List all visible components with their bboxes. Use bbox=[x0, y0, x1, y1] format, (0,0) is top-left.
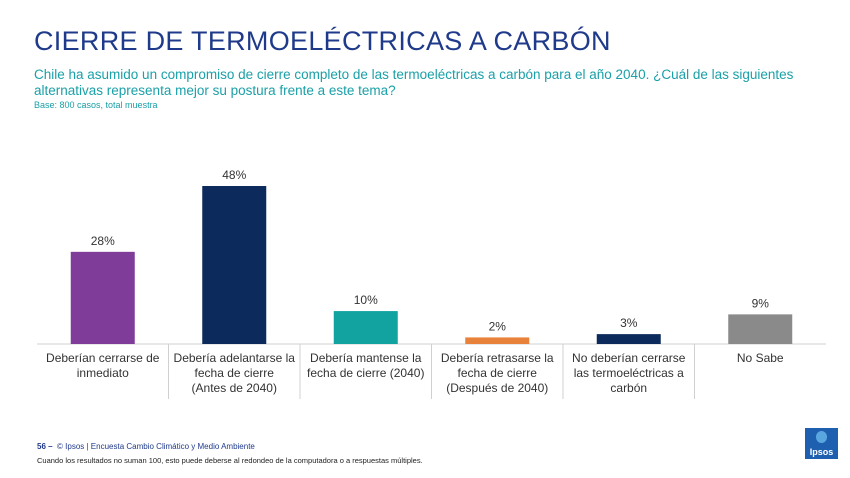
bar-3 bbox=[333, 311, 398, 344]
category-label-3: Debería mantense la fecha de cierre (2040… bbox=[307, 351, 424, 380]
data-label-5: 3% bbox=[620, 316, 638, 330]
base-note: Base: 800 casos, total muestra bbox=[34, 100, 158, 110]
category-label-2: Debería adelantarse la fecha de cierre (An… bbox=[174, 351, 296, 395]
data-label-1: 28% bbox=[91, 234, 115, 248]
bar-6 bbox=[728, 314, 793, 344]
ipsos-logo: Ipsos bbox=[805, 428, 838, 459]
logo-text: Ipsos bbox=[809, 447, 834, 457]
footer-note: Cuando los resultados no suman 100, esto… bbox=[37, 456, 423, 465]
category-label-4: Debería retrasarse la fecha de cierre (Des… bbox=[441, 351, 554, 395]
bar-2 bbox=[202, 186, 267, 344]
footer-source: 56 – © Ipsos | Encuesta Cambio Climático… bbox=[37, 442, 255, 451]
bar-5 bbox=[596, 334, 661, 344]
bar-4 bbox=[465, 337, 530, 344]
data-label-2: 48% bbox=[222, 168, 246, 182]
data-label-6: 9% bbox=[752, 296, 770, 310]
category-label-5: No deberían cerrarse las termoeléctricas … bbox=[572, 351, 686, 395]
bar-chart: 28% Deberían cerrarse de inmediato 48% Deber… bbox=[37, 168, 826, 399]
category-label-1: Deberían cerrarse de inmediato bbox=[46, 351, 160, 380]
page-number: 56 – bbox=[37, 442, 53, 451]
logo-mark bbox=[816, 431, 827, 443]
data-label-4: 2% bbox=[489, 319, 507, 333]
source-text: © Ipsos | Encuesta Cambio Climático y Me… bbox=[57, 442, 255, 451]
bar-1 bbox=[70, 251, 135, 344]
category-label-6: No Sabe bbox=[737, 351, 784, 365]
question-text: Chile ha asumido un compromiso de cierre… bbox=[34, 67, 794, 98]
page-title: CIERRE DE TERMOELÉCTRICAS A CARBÓN bbox=[34, 26, 611, 56]
data-label-3: 10% bbox=[354, 293, 378, 307]
